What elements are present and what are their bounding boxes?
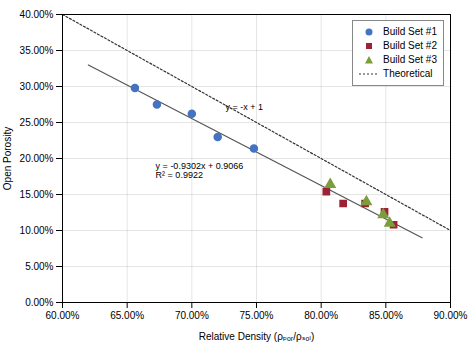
- svg-text:25.00%: 25.00%: [20, 117, 54, 128]
- svg-text:15.00%: 15.00%: [20, 189, 54, 200]
- svg-text:30.00%: 30.00%: [20, 81, 54, 92]
- svg-text:65.00%: 65.00%: [110, 310, 144, 321]
- html-text:Theoretical: Theoretical: [383, 68, 433, 79]
- svg-text:Open Porosity: Open Porosity: [2, 127, 13, 190]
- svg-text:10.00%: 10.00%: [20, 225, 54, 236]
- html-text:Build Set #1: Build Set #1: [383, 26, 437, 37]
- svg-text:y = -0.9302x + 0.9066R² = 0.99: y = -0.9302x + 0.9066R² = 0.9922: [156, 161, 244, 180]
- html-text:Build Set #3: Build Set #3: [383, 54, 437, 65]
- svg-text:90.00%: 90.00%: [434, 310, 468, 321]
- svg-text:60.00%: 60.00%: [46, 310, 80, 321]
- svg-text:y = -x + 1: y = -x + 1: [225, 102, 263, 112]
- svg-text:5.00%: 5.00%: [25, 261, 53, 272]
- svg-text:75.00%: 75.00%: [240, 310, 274, 321]
- svg-text:40.00%: 40.00%: [20, 9, 54, 20]
- svg-text:80.00%: 80.00%: [304, 310, 338, 321]
- svg-text:0.00%: 0.00%: [25, 297, 53, 308]
- svg-text:70.00%: 70.00%: [175, 310, 209, 321]
- svg-text:Relative Density (ρₚₒᵣ/ρₛₒₗ): Relative Density (ρₚₒᵣ/ρₛₒₗ): [199, 331, 314, 342]
- html-text:Build Set #2: Build Set #2: [383, 40, 437, 51]
- svg-text:85.00%: 85.00%: [369, 310, 403, 321]
- svg-text:35.00%: 35.00%: [20, 45, 54, 56]
- svg-text:20.00%: 20.00%: [20, 153, 54, 164]
